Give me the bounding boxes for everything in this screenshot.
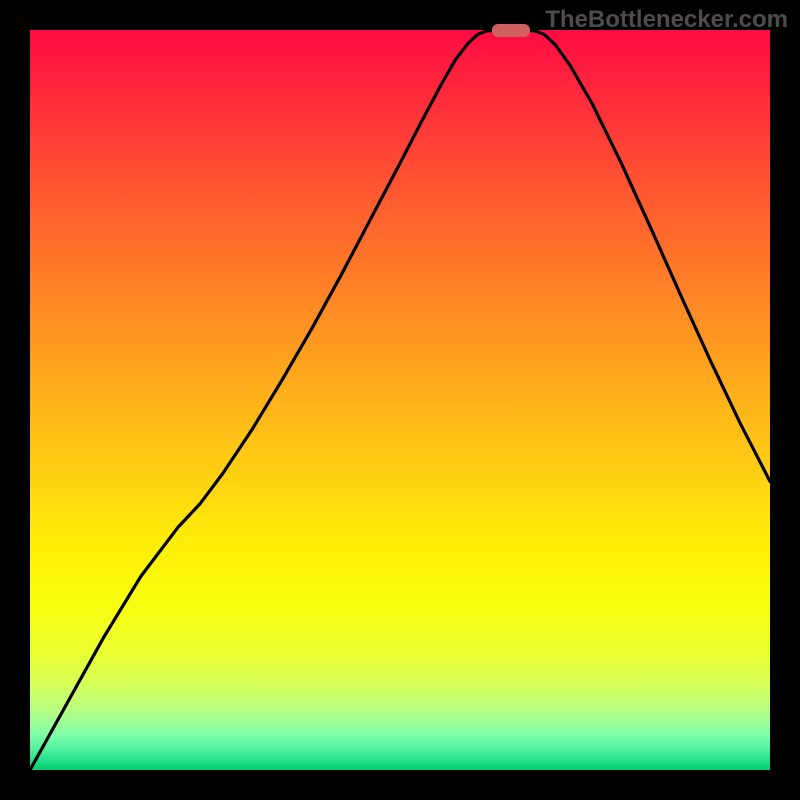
optimal-marker [492, 24, 530, 37]
plot-area [30, 30, 770, 770]
bottleneck-curve [30, 30, 770, 770]
watermark: TheBottlenecker.com [545, 6, 788, 34]
curve-svg [30, 30, 770, 770]
